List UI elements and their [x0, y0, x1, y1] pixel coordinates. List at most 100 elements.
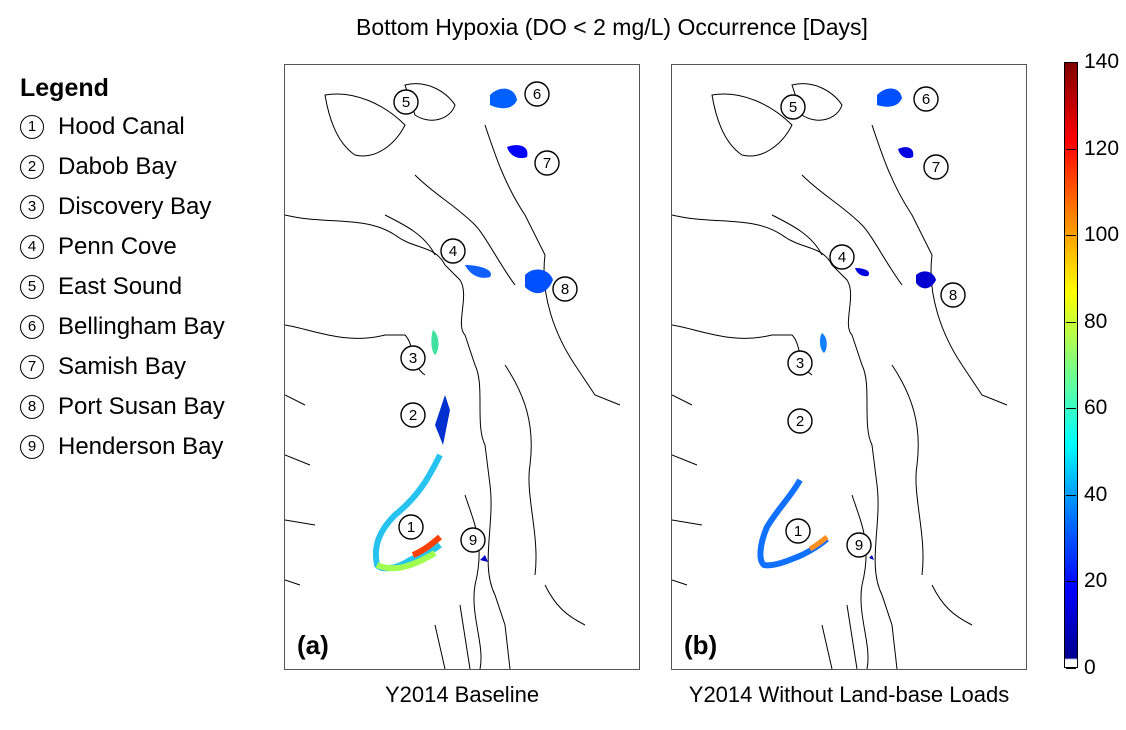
colorbar-tick — [1066, 408, 1076, 410]
hypoxia-dabob-bay — [435, 395, 450, 445]
site-marker-number: 3 — [796, 355, 804, 372]
site-marker-number: 6 — [533, 86, 541, 103]
legend-number-badge: 6 — [20, 315, 44, 339]
colorbar-tick-label: 80 — [1084, 309, 1108, 333]
map-baseline: 1 2 3 4 5 6 7 8 9 — [285, 81, 621, 669]
site-marker-circle — [923, 154, 949, 180]
legend-item-henderson-bay: 9 Henderson Bay — [20, 427, 225, 467]
site-marker-number: 1 — [794, 523, 802, 540]
coastline-east — [871, 124, 1008, 406]
site-marker-circle — [785, 518, 811, 544]
site-marker-1: 1 — [785, 518, 811, 544]
legend-item-discovery-bay: 3 Discovery Bay — [20, 187, 225, 227]
site-marker-5: 5 — [393, 89, 419, 115]
site-marker-number: 6 — [922, 91, 930, 108]
legend-item-label: East Sound — [58, 273, 183, 300]
site-marker-6: 6 — [913, 86, 939, 112]
colorbar-tick — [1066, 494, 1076, 496]
panel-label: (b) — [684, 630, 718, 660]
colorbar-tick — [1066, 148, 1076, 150]
coastline-inner — [384, 174, 516, 286]
site-marker-circle — [440, 238, 466, 264]
site-marker-2: 2 — [400, 402, 426, 428]
site-marker-circle — [913, 86, 939, 112]
hypoxia-henderson-bay — [869, 555, 874, 560]
legend-item-label: Port Susan Bay — [58, 393, 225, 420]
panel-label: (a) — [297, 630, 329, 660]
coastline-islands — [324, 83, 456, 157]
site-marker-5: 5 — [780, 94, 806, 120]
site-marker-number: 7 — [543, 155, 551, 172]
legend-number-badge: 5 — [20, 275, 44, 299]
site-marker-circle — [524, 81, 550, 107]
site-marker-circle — [552, 276, 578, 302]
coastline-outline — [672, 83, 1008, 669]
colorbar-tick — [1066, 62, 1076, 63]
colorbar-tick — [1066, 235, 1076, 237]
map-without-loads: 1 2 3 4 5 6 7 8 9 — [672, 83, 1008, 669]
legend-number-badge: 4 — [20, 235, 44, 259]
coastline-islands — [711, 83, 843, 157]
colorbar-tick-label: 100 — [1084, 223, 1120, 247]
hypoxia-hood-canal-east — [808, 535, 829, 552]
legend-item-label: Bellingham Bay — [58, 313, 225, 340]
hypoxia-bellingham-bay — [877, 88, 902, 107]
site-marker-circle — [787, 408, 813, 434]
site-marker-number: 9 — [855, 537, 863, 554]
site-marker-2: 2 — [787, 408, 813, 434]
site-marker-circle — [460, 527, 486, 553]
site-marker-number: 5 — [789, 99, 797, 116]
hypoxia-port-susan-bay — [525, 269, 553, 294]
coastline-west — [285, 324, 426, 586]
legend-item-label: Samish Bay — [58, 353, 187, 380]
legend-item-label: Penn Cove — [58, 233, 177, 260]
hypoxia-hood-canal — [757, 478, 829, 569]
site-marker-number: 5 — [402, 94, 410, 111]
legend-number-badge: 8 — [20, 395, 44, 419]
site-marker-circle — [400, 402, 426, 428]
hypoxia-discovery-bay — [819, 333, 827, 353]
panel-caption-without-loads: Y2014 Without Land-base Loads — [688, 682, 1010, 707]
site-marker-number: 1 — [407, 519, 415, 536]
site-marker-circle — [393, 89, 419, 115]
hypoxia-hood-canal — [373, 453, 443, 572]
legend-item-penn-cove: 4 Penn Cove — [20, 227, 225, 267]
legend-number-badge: 9 — [20, 435, 44, 459]
site-marker-6: 6 — [524, 81, 550, 107]
legend-item-label: Hood Canal — [58, 113, 185, 140]
legend-item-bellingham-bay: 6 Bellingham Bay — [20, 307, 225, 347]
site-marker-number: 4 — [449, 243, 457, 260]
site-marker-4: 4 — [829, 244, 855, 270]
site-marker-number: 7 — [932, 159, 940, 176]
colorbar-tick — [1066, 581, 1076, 583]
legend: Legend 1 Hood Canal 2 Dabob Bay 3 Discovery… — [20, 74, 225, 467]
legend-item-label: Discovery Bay — [58, 193, 212, 220]
site-marker-number: 2 — [796, 413, 804, 430]
coastline-west — [672, 324, 813, 586]
site-marker-3: 3 — [400, 345, 426, 371]
site-marker-circle — [780, 94, 806, 120]
coastline-south — [434, 364, 586, 669]
hypoxia-penn-cove — [465, 265, 491, 278]
coastline-main — [285, 214, 511, 669]
colorbar-tick-label: 120 — [1084, 136, 1120, 160]
hypoxia-hood-canal-south — [375, 550, 437, 572]
site-marker-circle — [829, 244, 855, 270]
colorbar — [1064, 62, 1078, 668]
coastline-south — [821, 364, 973, 669]
colorbar-tick-label: 140 — [1084, 50, 1120, 73]
site-marker-4: 4 — [440, 238, 466, 264]
legend-item-dabob-bay: 2 Dabob Bay — [20, 147, 225, 187]
hypoxia-regions — [373, 88, 553, 572]
map-panel-without-loads: 1 2 3 4 5 6 7 8 9 (b) — [671, 64, 1027, 670]
site-marker-number: 2 — [409, 407, 417, 424]
hypoxia-hood-canal-east — [411, 534, 442, 558]
legend-number-badge: 1 — [20, 115, 44, 139]
hypoxia-samish-bay — [898, 147, 914, 159]
site-marker-9: 9 — [460, 527, 486, 553]
legend-item-samish-bay: 7 Samish Bay — [20, 347, 225, 387]
site-marker-number: 9 — [469, 532, 477, 549]
coastline-outline — [285, 83, 621, 669]
colorbar-tick-label: 20 — [1084, 569, 1108, 593]
site-marker-number: 3 — [409, 350, 417, 367]
